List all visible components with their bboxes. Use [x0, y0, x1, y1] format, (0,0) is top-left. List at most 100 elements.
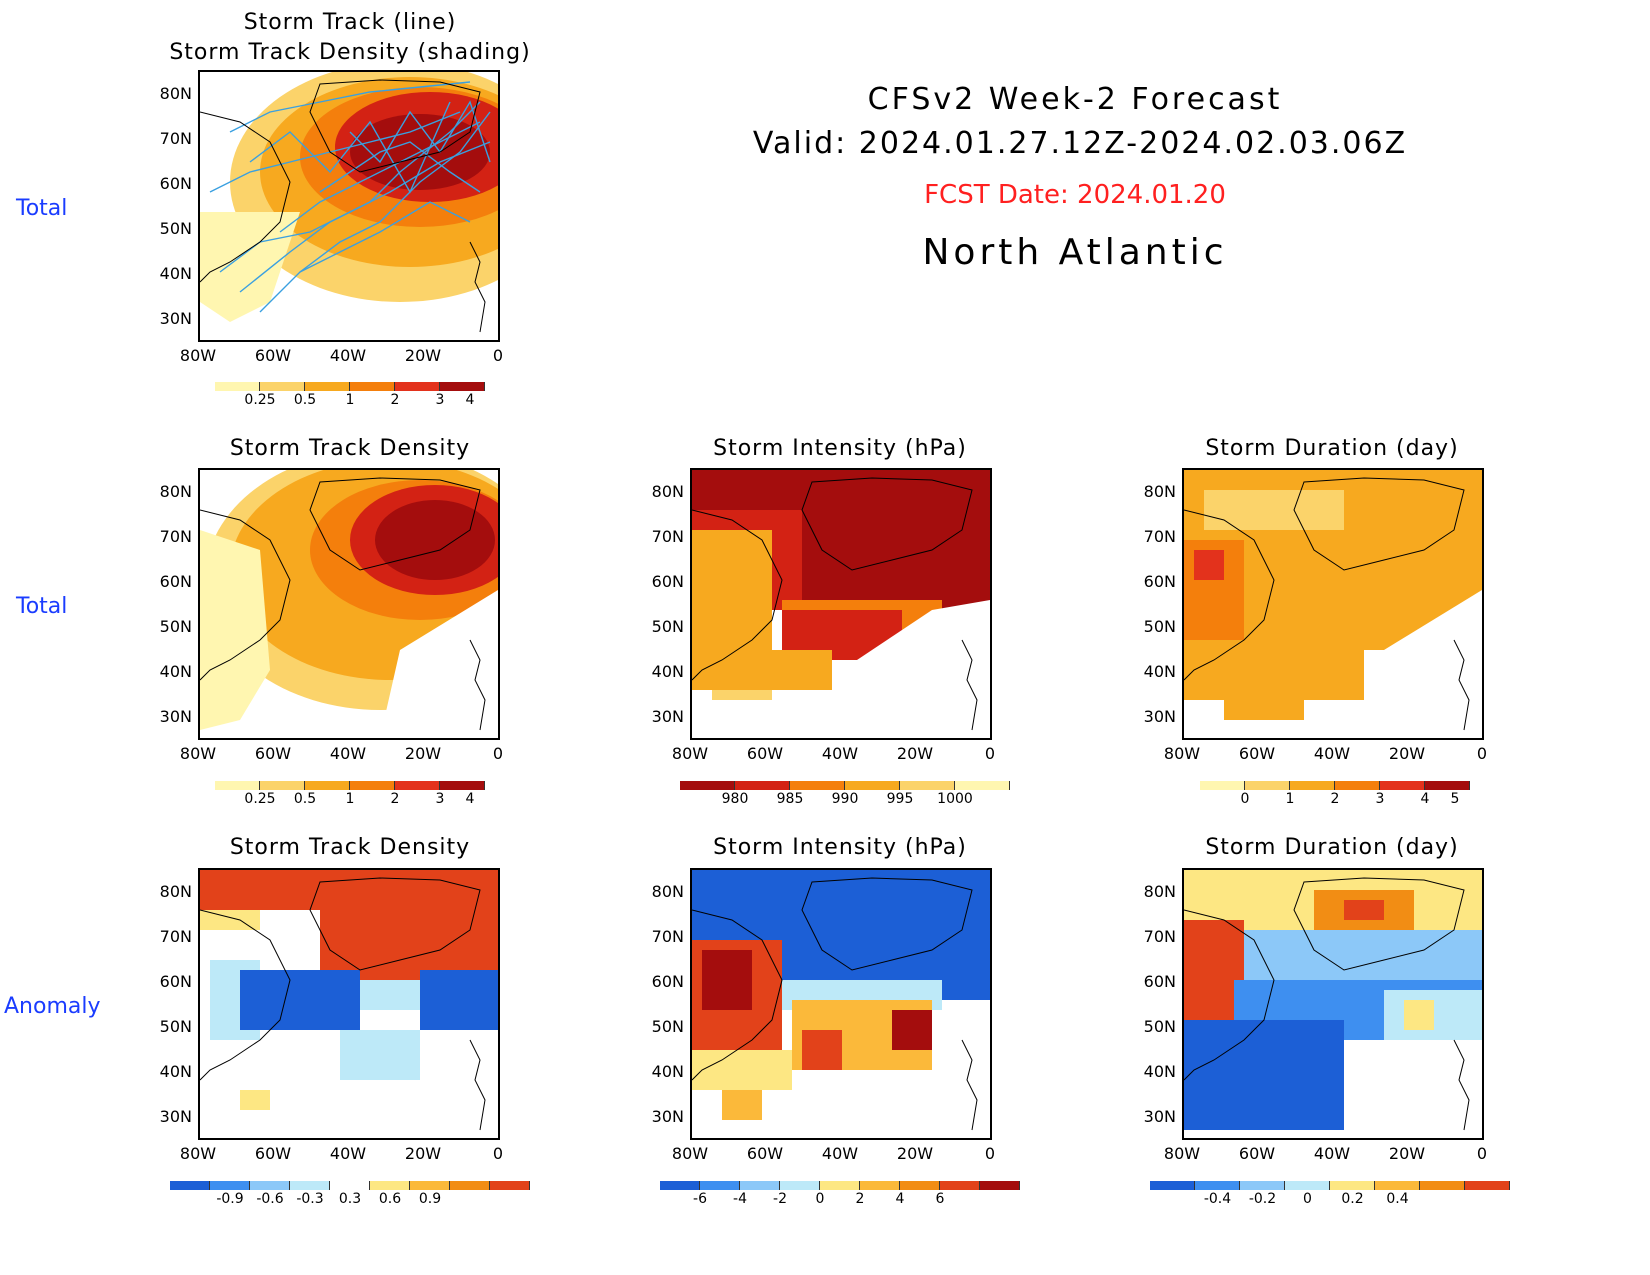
lat-tick-track: 50N	[159, 219, 192, 238]
colorbar-label: 0.9	[418, 1191, 442, 1207]
colorbar-label: 4	[1420, 791, 1430, 807]
lat-tick-duration-anom: 60N	[1143, 972, 1176, 991]
colorbar-label: -2	[773, 1191, 787, 1207]
colorbar-label: 1	[345, 392, 355, 408]
map-density-anomaly	[198, 868, 500, 1140]
lon-tick-density-total: 40W	[329, 744, 367, 763]
lon-tick-intensity-total: 80W	[671, 744, 709, 763]
lon-tick-track: 20W	[404, 346, 442, 365]
lon-tick-density-total: 0	[492, 744, 504, 763]
colorbar-swatch	[1195, 1181, 1240, 1190]
colorbar-swatch	[1380, 781, 1425, 790]
lat-tick-track: 40N	[159, 264, 192, 283]
colorbar-swatch	[260, 781, 305, 790]
colorbar-label: -4	[733, 1191, 747, 1207]
lat-tick-intensity-total: 80N	[651, 482, 684, 501]
colorbar-swatch	[900, 1181, 940, 1190]
map-duration-total	[1182, 468, 1484, 740]
colorbar-swatch	[410, 1181, 450, 1190]
colorbar-label: -0.4	[1203, 1191, 1232, 1207]
colorbar-label: 3	[1375, 791, 1385, 807]
colorbar-label: 6	[935, 1191, 945, 1207]
colorbar-label: -6	[693, 1191, 707, 1207]
colorbar-swatch	[1200, 781, 1245, 790]
lon-tick-density-total: 60W	[254, 744, 292, 763]
colorbar-swatch	[860, 1181, 900, 1190]
lat-tick-track: 60N	[159, 174, 192, 193]
colorbar-swatch	[1425, 781, 1470, 790]
lat-tick-density-total: 80N	[159, 482, 192, 501]
colorbar-label: 980	[721, 791, 749, 807]
colorbar-swatch	[170, 1181, 210, 1190]
colorbar-swatch	[350, 781, 395, 790]
colorbar-label: 0.4	[1386, 1191, 1409, 1207]
lat-tick-duration-total: 60N	[1143, 572, 1176, 591]
colorbar-swatch	[980, 1181, 1020, 1190]
colorbar-swatch	[1420, 1181, 1465, 1190]
lat-tick-intensity-total: 40N	[651, 662, 684, 681]
panel-title-density-anom: Storm Track Density	[229, 835, 471, 860]
lon-tick-duration-total: 40W	[1313, 744, 1351, 763]
colorbar-label: 0	[1303, 1191, 1312, 1207]
colorbar-label: 3	[435, 392, 445, 408]
colorbar-swatch	[290, 1181, 330, 1190]
row-label-anomaly: Anomaly	[4, 994, 101, 1019]
lon-tick-duration-anom: 60W	[1238, 1144, 1276, 1163]
colorbar-duration-anom: -0.4 -0.2 0 0.2 0.4	[1150, 1181, 1510, 1211]
colorbar-label: 0.5	[293, 791, 317, 807]
lon-tick-duration-anom: 80W	[1163, 1144, 1201, 1163]
lon-tick-intensity-total: 20W	[896, 744, 934, 763]
map-density-total	[198, 468, 500, 740]
lon-tick-intensity-total: 60W	[746, 744, 784, 763]
colorbar-label: 1	[345, 791, 355, 807]
colorbar-swatch	[210, 1181, 250, 1190]
colorbar-swatch	[700, 1181, 740, 1190]
panel-title-intensity-total: Storm Intensity (hPa)	[713, 436, 967, 461]
colorbar-intensity-anom: -6 -4 -2 0 2 4 6	[660, 1181, 1020, 1211]
lon-tick-intensity-anom: 40W	[821, 1144, 859, 1163]
lat-tick-intensity-anom: 30N	[651, 1107, 684, 1126]
colorbar-swatch	[305, 781, 350, 790]
colorbar-label: 0.3	[338, 1191, 362, 1207]
lon-tick-density-total: 80W	[179, 744, 217, 763]
colorbar-swatch	[1150, 1181, 1195, 1190]
lat-tick-intensity-anom: 70N	[651, 927, 684, 946]
colorbar-swatch	[305, 382, 350, 391]
colorbar-swatch	[1465, 1181, 1510, 1190]
colorbar-label: 4	[465, 791, 475, 807]
colorbar-swatch	[780, 1181, 820, 1190]
lat-tick-duration-anom: 70N	[1143, 927, 1176, 946]
lon-tick-duration-anom: 20W	[1388, 1144, 1426, 1163]
colorbar-swatch	[735, 781, 790, 790]
lon-tick-intensity-anom: 0	[984, 1144, 996, 1163]
map-intensity-anomaly	[690, 868, 992, 1140]
colorbar-swatch	[1335, 781, 1380, 790]
lon-tick-intensity-total: 40W	[821, 744, 859, 763]
colorbar-label: 0.2	[1341, 1191, 1364, 1207]
lon-tick-density-anom: 40W	[329, 1144, 367, 1163]
lat-tick-density-anom: 80N	[159, 882, 192, 901]
colorbar-label: 3	[435, 791, 445, 807]
colorbar-label: 1	[1285, 791, 1295, 807]
lat-tick-duration-total: 50N	[1143, 617, 1176, 636]
colorbar-swatch	[1240, 1181, 1285, 1190]
panel-title-intensity-anom: Storm Intensity (hPa)	[713, 835, 967, 860]
colorbar-label: 995	[886, 791, 914, 807]
map-duration-anomaly	[1182, 868, 1484, 1140]
lon-tick-density-anom: 0	[492, 1144, 504, 1163]
lat-tick-duration-anom: 80N	[1143, 882, 1176, 901]
colorbar-swatch	[845, 781, 900, 790]
lat-tick-intensity-total: 60N	[651, 572, 684, 591]
colorbar-label: 0.6	[378, 1191, 402, 1207]
colorbar-label: 2	[390, 392, 400, 408]
lon-tick-density-anom: 60W	[254, 1144, 292, 1163]
colorbar-swatch	[940, 1181, 980, 1190]
row-label-total-2: Total	[16, 594, 68, 619]
colorbar-label: 0.25	[244, 791, 276, 807]
colorbar-swatch	[395, 781, 440, 790]
colorbar-swatch	[370, 1181, 410, 1190]
forecast-title: CFSv2 Week-2 Forecast	[867, 82, 1283, 117]
colorbar-label: -0.2	[1248, 1191, 1277, 1207]
colorbar-swatch	[740, 1181, 780, 1190]
colorbar-swatch	[330, 1181, 370, 1190]
